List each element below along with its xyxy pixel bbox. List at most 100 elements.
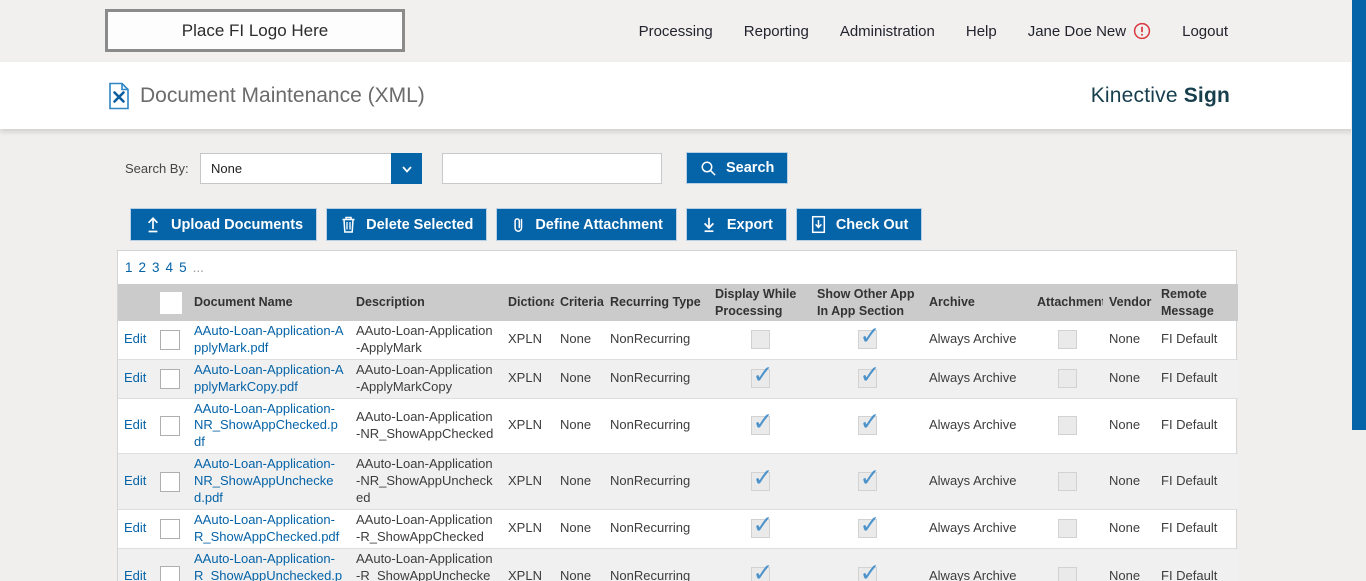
document-name-link[interactable]: AAuto-Loan-Application-NR_ShowAppChecked… <box>194 400 338 450</box>
user-menu[interactable]: Jane Doe New <box>1028 22 1151 40</box>
display-while-processing-checkbox[interactable] <box>750 510 773 542</box>
display-while-processing-checkbox[interactable] <box>750 406 773 439</box>
app-header: Document Maintenance (XML) Kinective Sig… <box>0 62 1366 129</box>
criteria-cell: None <box>554 547 604 581</box>
vertical-scrollbar[interactable] <box>1351 0 1366 581</box>
dropdown-button[interactable] <box>391 153 422 184</box>
display-while-processing-checkbox[interactable] <box>750 462 773 495</box>
page-link-4[interactable]: 4 <box>165 260 174 275</box>
display-while-processing-checkbox[interactable] <box>750 330 770 350</box>
show-other-app-checkbox[interactable] <box>857 462 880 495</box>
criteria-cell: None <box>554 453 604 510</box>
upload-documents-button[interactable]: Upload Documents <box>130 208 318 241</box>
attachment-checkbox[interactable] <box>1057 519 1077 539</box>
row-select-checkbox[interactable] <box>160 329 180 350</box>
document-name-link[interactable]: AAuto-Loan-Application-NR_ShowAppUncheck… <box>194 456 335 506</box>
dictionary-cell: XPLN <box>502 547 554 581</box>
document-name-link[interactable]: AAuto-Loan-Application-R_ShowAppChecked.… <box>194 511 340 544</box>
nav-logout[interactable]: Logout <box>1182 22 1228 40</box>
edit-link[interactable]: Edit <box>124 370 147 386</box>
show-other-app-checkbox[interactable] <box>857 321 880 353</box>
criteria-cell: None <box>554 397 604 454</box>
table-row: Edit AAuto-Loan-Application-ApplyMarkCop… <box>118 358 1238 399</box>
select-all-checkbox[interactable] <box>160 291 182 314</box>
document-name-link[interactable]: AAuto-Loan-Application-R_ShowAppUnchecke… <box>194 550 343 581</box>
recurring-type-cell: NonRecurring <box>604 358 709 399</box>
show-other-app-checkbox[interactable] <box>857 510 880 542</box>
alert-exclamation-icon <box>1133 22 1151 40</box>
col-display-while-processing: Display While Processing <box>715 287 797 318</box>
top-navigation: Processing Reporting Administration Help… <box>639 0 1228 62</box>
edit-link[interactable]: Edit <box>124 567 147 581</box>
remote-message-cell: FI Default <box>1155 547 1238 581</box>
row-select-checkbox[interactable] <box>160 518 180 539</box>
search-by-dropdown[interactable]: None <box>200 153 422 184</box>
page-link-5[interactable]: 5 <box>179 260 187 275</box>
table-row: Edit AAuto-Loan-Application-R_ShowAppUnc… <box>118 547 1238 581</box>
description-cell: AAuto-Loan-Application-NR_ShowAppChecked <box>350 397 502 454</box>
delete-selected-button[interactable]: Delete Selected <box>326 208 488 241</box>
display-while-processing-checkbox[interactable] <box>750 557 773 581</box>
attachment-checkbox[interactable] <box>1057 369 1077 389</box>
col-vendor: Vendor <box>1109 295 1152 310</box>
page-ellipsis[interactable]: ... <box>192 260 204 275</box>
display-while-processing-checkbox[interactable] <box>750 360 773 392</box>
show-other-app-checkbox[interactable] <box>857 406 880 439</box>
edit-link[interactable]: Edit <box>124 473 147 489</box>
recurring-type-cell: NonRecurring <box>610 331 691 347</box>
criteria-cell: None <box>554 508 604 549</box>
row-select-checkbox[interactable] <box>160 368 180 389</box>
nav-administration[interactable]: Administration <box>839 22 935 40</box>
kinective-sign-logo: Kinective Sign <box>1091 62 1230 129</box>
vendor-cell: None <box>1103 358 1155 399</box>
page-link-3[interactable]: 3 <box>152 260 160 275</box>
upload-documents-label: Upload Documents <box>171 216 304 233</box>
attachment-checkbox[interactable] <box>1057 330 1077 350</box>
nav-reporting[interactable]: Reporting <box>743 22 809 40</box>
edit-link[interactable]: Edit <box>124 331 147 347</box>
delete-selected-label: Delete Selected <box>366 216 474 233</box>
archive-cell: Always Archive <box>923 453 1031 510</box>
search-input[interactable] <box>442 153 662 184</box>
nav-help[interactable]: Help <box>965 22 997 40</box>
fi-logo-placeholder[interactable]: Place FI Logo Here <box>105 9 405 52</box>
brand-bold: Sign <box>1183 83 1230 107</box>
page-link-2[interactable]: 2 <box>138 260 147 275</box>
col-remote-message: Remote Message <box>1161 287 1214 318</box>
table-row: Edit AAuto-Loan-Application-ApplyMark.pd… <box>118 321 1238 359</box>
document-name-link[interactable]: AAuto-Loan-Application-ApplyMarkCopy.pdf <box>194 361 344 394</box>
table-row: Edit AAuto-Loan-Application-R_ShowAppChe… <box>118 508 1238 549</box>
export-button[interactable]: Export <box>685 208 787 241</box>
row-select-checkbox[interactable] <box>160 415 180 436</box>
attachment-checkbox[interactable] <box>1057 472 1077 492</box>
dictionary-cell: XPLN <box>502 508 554 549</box>
search-icon <box>700 160 717 177</box>
chevron-down-icon <box>399 161 415 177</box>
document-name-link[interactable]: AAuto-Loan-Application-ApplyMark.pdf <box>194 323 344 355</box>
description-cell: AAuto-Loan-Application-NR_ShowAppUncheck… <box>350 453 502 510</box>
nav-processing[interactable]: Processing <box>638 22 713 40</box>
edit-link[interactable]: Edit <box>124 520 147 536</box>
row-select-checkbox[interactable] <box>160 566 180 581</box>
search-button-label: Search <box>726 160 775 176</box>
action-toolbar: Upload Documents Delete Selected Defin <box>130 208 923 241</box>
page-link-1[interactable]: 1 <box>125 260 133 275</box>
vendor-cell: None <box>1103 508 1155 549</box>
search-button[interactable]: Search <box>686 152 789 184</box>
dictionary-cell: XPLN <box>502 358 554 399</box>
show-other-app-checkbox[interactable] <box>857 360 880 392</box>
description-cell: AAuto-Loan-Application-ApplyMark <box>356 323 493 355</box>
row-select-checkbox[interactable] <box>160 471 180 492</box>
attachment-checkbox[interactable] <box>1057 416 1077 436</box>
user-name[interactable]: Jane Doe New <box>1027 22 1127 40</box>
select-all-header <box>154 284 188 321</box>
scrollbar-thumb[interactable] <box>1352 0 1366 430</box>
upload-icon <box>144 215 162 234</box>
edit-link[interactable]: Edit <box>124 417 147 433</box>
define-attachment-button[interactable]: Define Attachment <box>496 208 677 241</box>
vendor-cell: None <box>1103 453 1155 510</box>
show-other-app-checkbox[interactable] <box>857 557 880 581</box>
remote-message-cell: FI Default <box>1155 397 1238 454</box>
attachment-checkbox[interactable] <box>1057 566 1077 581</box>
check-out-button[interactable]: Check Out <box>795 208 923 241</box>
